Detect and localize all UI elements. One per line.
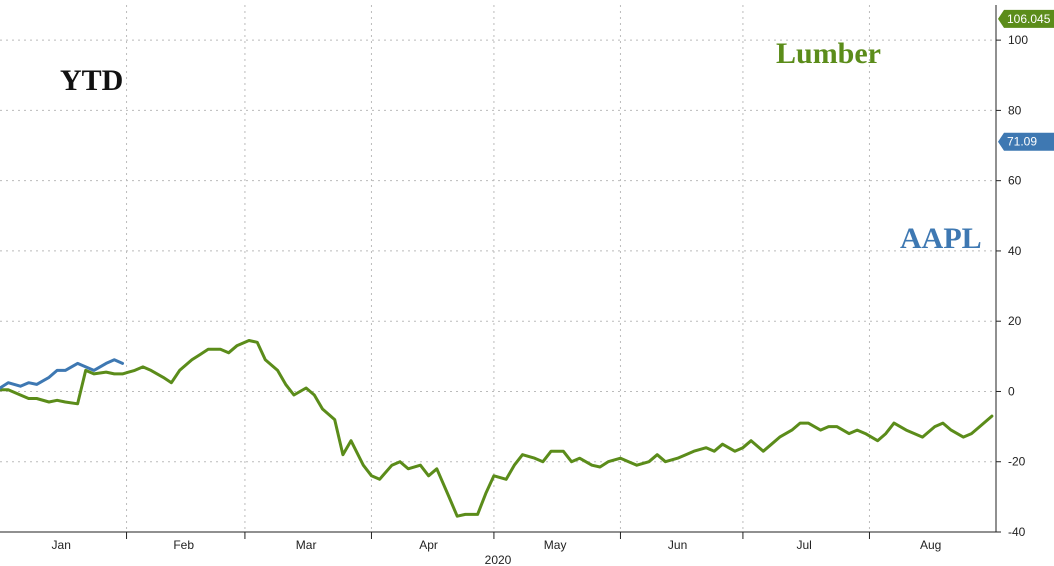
value-tag-lumber: 106.045 [998,9,1054,28]
x-tick-label: May [544,538,567,552]
axes: -40 -20 0 20 40 60 80 100 Jan Feb Mar Apr May Jun Jul A… [0,5,1028,566]
gridlines [0,5,996,533]
aapl-label: AAPL [900,222,982,255]
y-tick-label: 80 [1008,103,1022,117]
x-tick-label: Apr [419,538,438,552]
value-tag-text: 106.045 [1007,12,1051,26]
y-tick-label: 0 [1008,384,1015,398]
value-tag-aapl: 71.09 [998,132,1054,151]
y-tick-label: 40 [1008,244,1022,258]
y-tick-label: 60 [1008,174,1022,188]
x-axis-year: 2020 [485,553,512,566]
y-tick-label: 20 [1008,314,1022,328]
series-line-lumber [0,339,994,518]
y-tick-label: -40 [1008,525,1026,539]
series-line-aapl [0,358,124,390]
y-tick-label: 100 [1008,33,1028,47]
x-tick-label: Mar [296,538,317,552]
y-tick-label: -20 [1008,455,1026,469]
labels: 106.045 71.09 YTD Lumber AAPL [60,9,1054,255]
lumber-label: Lumber [776,37,881,70]
value-tag-text: 71.09 [1007,135,1037,149]
x-tick-label: Feb [173,538,194,552]
x-tick-label: Jan [52,538,71,552]
series [0,339,994,518]
x-tick-label: Jul [796,538,811,552]
x-tick-label: Jun [668,538,687,552]
chart-title: YTD [60,64,123,97]
x-tick-label: Aug [920,538,941,552]
